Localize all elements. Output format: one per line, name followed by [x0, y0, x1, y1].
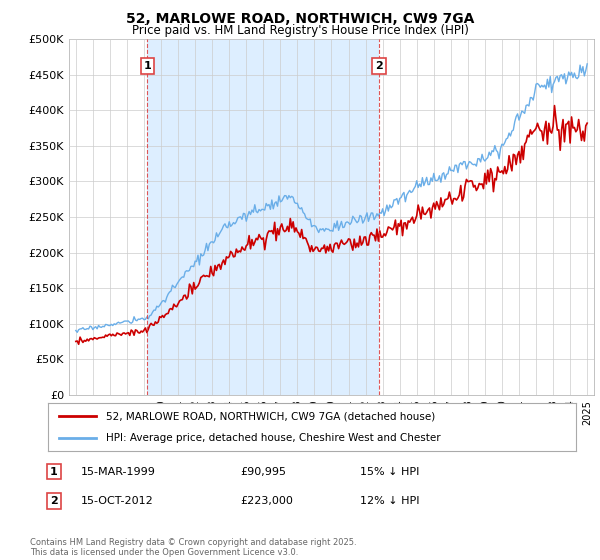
Text: £223,000: £223,000 — [240, 496, 293, 506]
Text: 15% ↓ HPI: 15% ↓ HPI — [360, 466, 419, 477]
Text: Contains HM Land Registry data © Crown copyright and database right 2025.
This d: Contains HM Land Registry data © Crown c… — [30, 538, 356, 557]
Text: 52, MARLOWE ROAD, NORTHWICH, CW9 7GA: 52, MARLOWE ROAD, NORTHWICH, CW9 7GA — [126, 12, 474, 26]
Text: Price paid vs. HM Land Registry's House Price Index (HPI): Price paid vs. HM Land Registry's House … — [131, 24, 469, 36]
Bar — [148, 39, 379, 395]
Text: HPI: Average price, detached house, Cheshire West and Chester: HPI: Average price, detached house, Ches… — [106, 433, 441, 443]
Text: £90,995: £90,995 — [240, 466, 286, 477]
Text: 12% ↓ HPI: 12% ↓ HPI — [360, 496, 419, 506]
Text: 1: 1 — [143, 61, 151, 71]
Text: 15-MAR-1999: 15-MAR-1999 — [81, 466, 156, 477]
Text: 2: 2 — [50, 496, 58, 506]
Text: 2: 2 — [375, 61, 383, 71]
Text: 15-OCT-2012: 15-OCT-2012 — [81, 496, 154, 506]
Text: 52, MARLOWE ROAD, NORTHWICH, CW9 7GA (detached house): 52, MARLOWE ROAD, NORTHWICH, CW9 7GA (de… — [106, 411, 436, 421]
Text: 1: 1 — [50, 466, 58, 477]
